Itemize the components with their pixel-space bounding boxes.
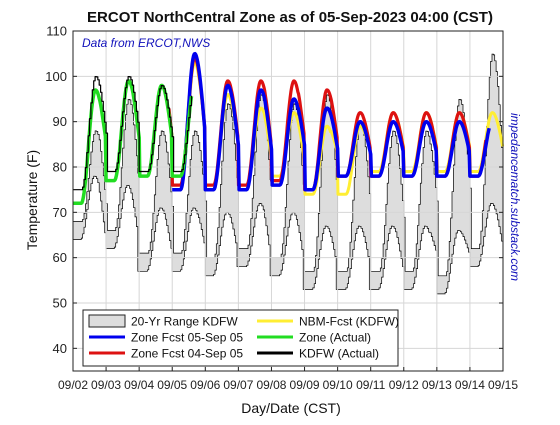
legend-label: Zone Fcst 04-Sep 05 [131, 347, 243, 361]
x-axis-label: Day/Date (CST) [241, 400, 341, 416]
y-tick-label: 50 [53, 296, 67, 311]
x-tick-label: 09/05 [157, 378, 187, 392]
legend-label: KDFW (Actual) [299, 347, 379, 361]
x-tick-label: 09/07 [223, 378, 253, 392]
y-axis-ticks: 40 50 60 70 80 90 100 110 [45, 24, 503, 356]
x-tick-label: 09/14 [455, 378, 485, 392]
x-tick-label: 09/13 [422, 378, 452, 392]
chart-title: ERCOT NorthCentral Zone as of 05-Sep-202… [87, 9, 493, 26]
legend-label: Zone (Actual) [299, 331, 371, 345]
x-tick-label: 09/11 [356, 378, 385, 392]
x-tick-label: 09/03 [91, 378, 121, 392]
legend-box [82, 309, 399, 367]
zone-fcst-0905-line [171, 51, 491, 192]
y-axis-label: Temperature (F) [24, 150, 40, 250]
y-tick-label: 110 [46, 24, 67, 39]
y-tick-label: 80 [53, 160, 67, 175]
x-tick-label: 09/04 [124, 378, 154, 392]
x-axis-ticks: 09/02 09/03 09/04 09/05 09/06 09/07 09/08 09/09… [58, 367, 518, 392]
x-tick-label: 09/10 [323, 378, 353, 392]
plot-frame [72, 30, 504, 372]
x-tick-label: 09/08 [256, 378, 286, 392]
x-tick-label: 09/09 [290, 378, 320, 392]
kdfw-actual-line [73, 76, 193, 191]
legend-label: 20-Yr Range KDFW [131, 315, 238, 329]
legend: 20-Yr Range KDFW NBM-Fcst (KDFW) Zone Fcst… [82, 309, 399, 367]
plot-border [72, 30, 504, 372]
x-tick-label: 09/15 [488, 378, 518, 392]
y-tick-label: 90 [53, 114, 67, 129]
y-tick-label: 60 [53, 250, 67, 265]
x-tick-label: 09/02 [58, 378, 88, 392]
side-note: impedancematch.substack.com [508, 113, 522, 281]
y-tick-label: 100 [45, 69, 67, 84]
series-layer [71, 51, 505, 206]
legend-label: NBM-Fcst (KDFW) [299, 315, 399, 329]
y-tick-label: 40 [53, 341, 67, 356]
legend-swatch [88, 314, 126, 328]
source-note: Data from ERCOT,NWS [82, 36, 210, 50]
y-tick-label: 70 [53, 205, 67, 220]
x-tick-label: 09/12 [389, 378, 419, 392]
legend-label: Zone Fcst 05-Sep 05 [131, 331, 243, 345]
x-tick-label: 09/06 [190, 378, 220, 392]
